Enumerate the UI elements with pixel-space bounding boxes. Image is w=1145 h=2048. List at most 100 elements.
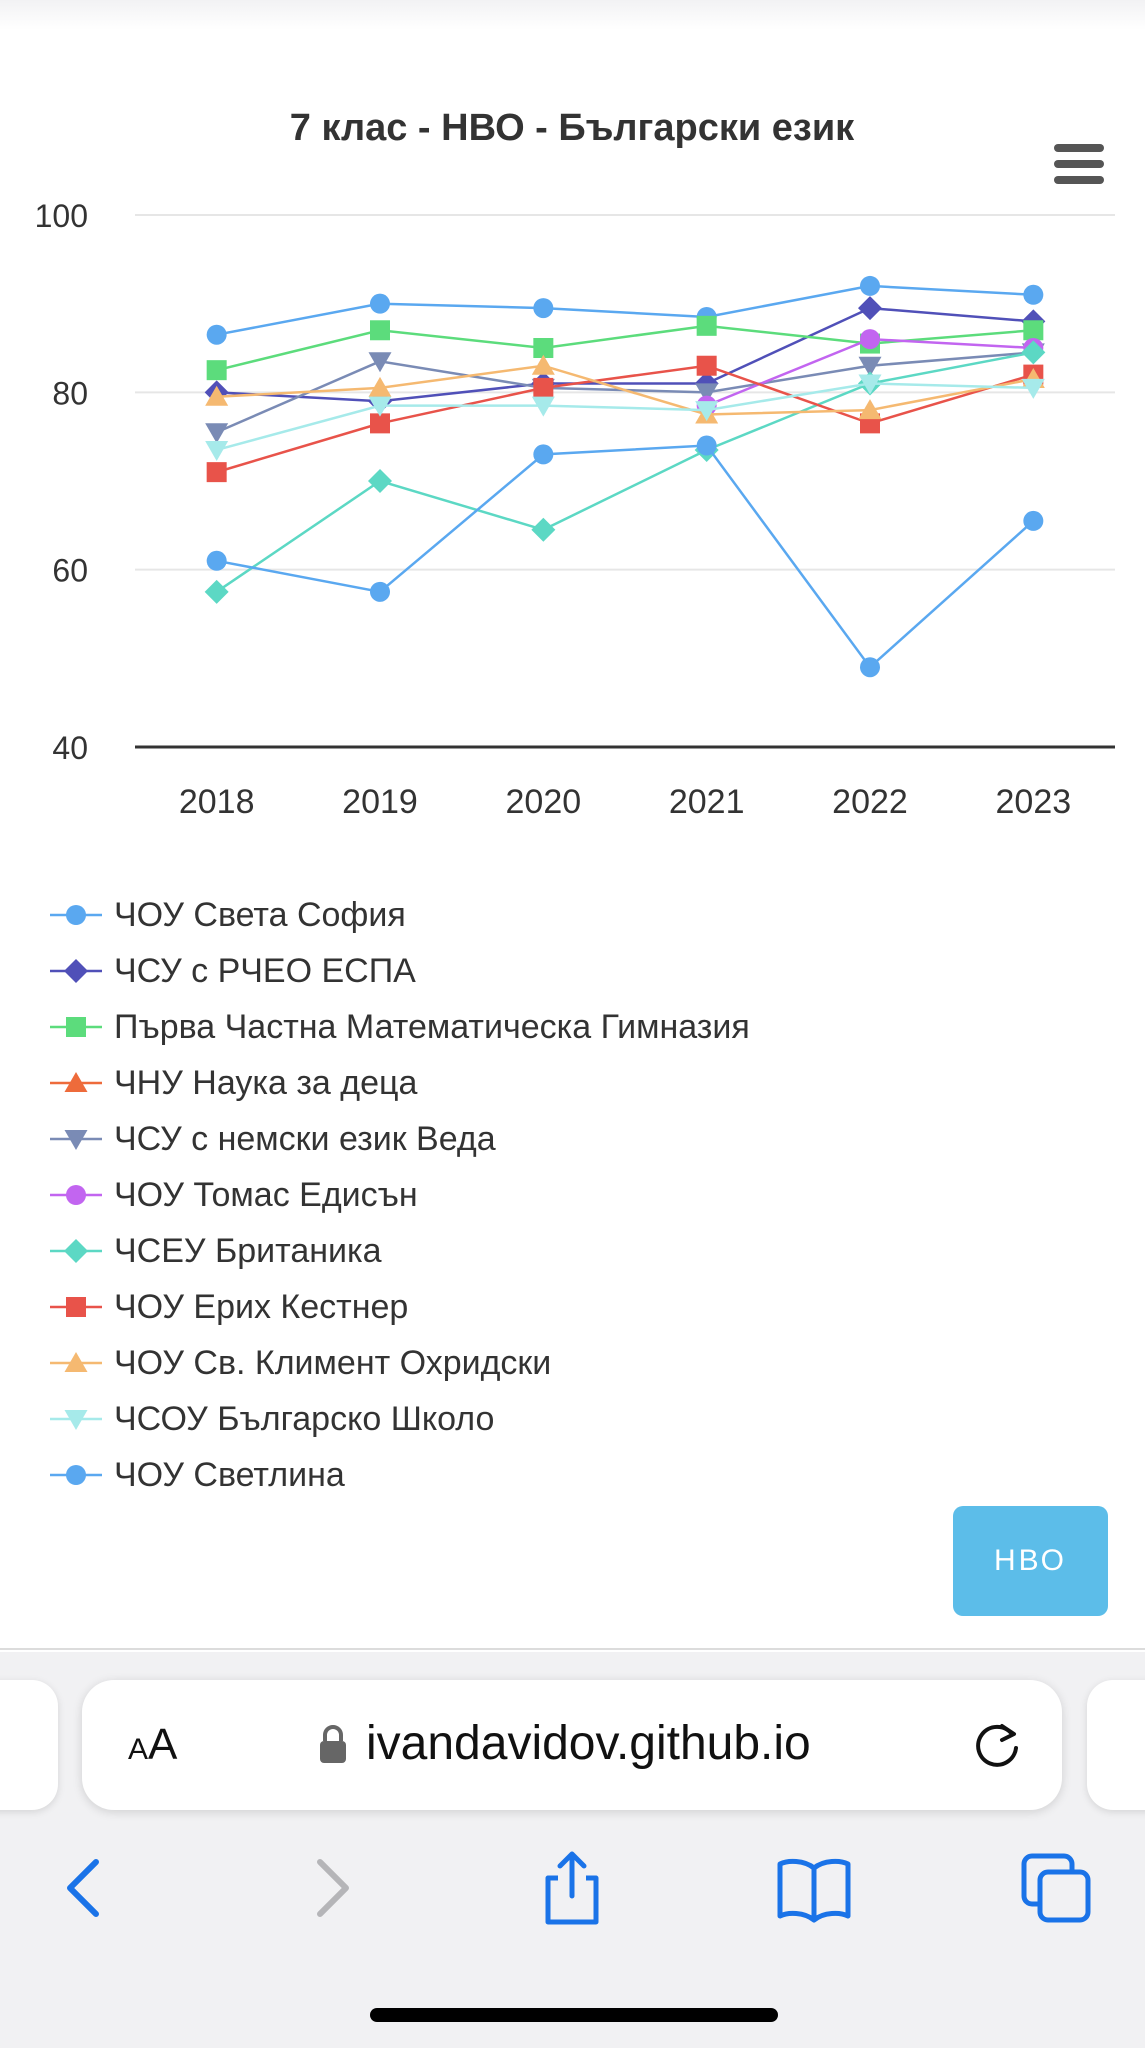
- legend-symbol-icon: [50, 1352, 102, 1372]
- data-point: [64, 1410, 88, 1430]
- legend-symbol-icon: [50, 1130, 102, 1150]
- legend-item[interactable]: ЧСЕУ Британика: [50, 1223, 1050, 1279]
- series-ЧСОУ Българско Школо: [205, 374, 1045, 461]
- legend-label: ЧОУ Света София: [114, 895, 406, 934]
- x-tick-label: 2021: [669, 783, 745, 821]
- data-point: [533, 377, 554, 398]
- data-point: [860, 329, 880, 350]
- series-ЧОУ Св. Климент Охридски: [205, 354, 1045, 424]
- previous-tab-card[interactable]: [0, 1680, 58, 1810]
- legend-item[interactable]: ЧОУ Света София: [50, 887, 1050, 943]
- legend-item[interactable]: ЧОУ Св. Климент Охридски: [50, 1335, 1050, 1391]
- data-point: [531, 396, 555, 417]
- url-text[interactable]: ivandavidov.github.io: [366, 1717, 811, 1770]
- legend-item[interactable]: ЧОУ Светлина: [50, 1447, 1050, 1503]
- tabs-icon[interactable]: [1016, 1848, 1096, 1928]
- y-tick-label: 60: [52, 553, 88, 589]
- series-line: [215, 351, 1034, 593]
- data-point: [370, 581, 390, 602]
- next-tab-card[interactable]: [1087, 1680, 1145, 1810]
- legend-item[interactable]: ЧСОУ Българско Школо: [50, 1391, 1050, 1447]
- chart-menu-icon[interactable]: [1048, 140, 1110, 188]
- y-tick-label: 40: [52, 730, 88, 766]
- series-ЧОУ Света София: [206, 275, 1044, 345]
- data-point: [695, 383, 719, 404]
- data-point: [64, 959, 88, 983]
- data-point: [860, 275, 880, 296]
- legend-symbol-icon: [50, 1017, 102, 1037]
- legend-symbol-icon: [50, 905, 102, 925]
- legend-item[interactable]: ЧСУ с РЧЕО ЕСПА: [50, 943, 1050, 999]
- series-Първа Частна Математическа Гимназия: [206, 315, 1044, 381]
- legend-symbol-icon: [50, 1410, 102, 1430]
- legend-label: ЧСУ с немски език Веда: [114, 1119, 496, 1158]
- x-tick-label: 2022: [832, 783, 908, 821]
- legend-label: ЧСУ с РЧЕО ЕСПА: [114, 951, 416, 990]
- line-chart: 7 клас - НВО - Български език 40 60 80 100 20…: [0, 80, 1145, 860]
- data-point: [531, 354, 555, 375]
- legend-item[interactable]: Първа Частна Математическа Гимназия: [50, 999, 1050, 1055]
- data-point: [533, 338, 554, 358]
- legend-item[interactable]: ЧОУ Томас Едисън: [50, 1167, 1050, 1223]
- data-point: [64, 1072, 88, 1092]
- reload-icon[interactable]: [972, 1720, 1024, 1772]
- data-point: [368, 469, 392, 493]
- page-divider: [0, 1648, 1145, 1650]
- series-line: [216, 444, 1035, 670]
- data-point: [858, 356, 882, 377]
- legend-symbol-icon: [50, 1072, 102, 1092]
- data-point: [205, 385, 229, 406]
- data-point: [858, 296, 882, 321]
- data-point: [533, 444, 554, 465]
- x-tick-label: 2020: [506, 783, 582, 821]
- data-point: [1023, 320, 1044, 341]
- legend-label: ЧОУ Томас Едисън: [114, 1175, 418, 1214]
- data-point: [695, 401, 719, 422]
- data-point: [66, 1465, 86, 1485]
- data-point: [66, 1297, 86, 1317]
- data-point: [66, 905, 86, 925]
- legend-symbol-icon: [50, 1465, 102, 1485]
- legend-label: ЧОУ Св. Климент Охридски: [114, 1343, 552, 1382]
- y-tick-label: 80: [52, 375, 88, 411]
- status-bar-shade: [0, 0, 1145, 30]
- text-size-button[interactable]: AA: [128, 1720, 177, 1770]
- legend-item[interactable]: ЧОУ Ерих Кестнер: [50, 1279, 1050, 1335]
- x-tick-label: 2019: [342, 783, 418, 821]
- text-size-big-glyph: A: [148, 1720, 178, 1769]
- data-point: [64, 1239, 88, 1263]
- y-tick-label: 100: [35, 198, 88, 234]
- legend-item[interactable]: ЧСУ с немски език Веда: [50, 1111, 1050, 1167]
- back-icon[interactable]: [44, 1848, 124, 1928]
- data-point: [370, 413, 390, 434]
- data-point: [206, 324, 227, 345]
- data-point: [1023, 284, 1044, 305]
- data-point: [858, 399, 882, 420]
- data-point: [205, 440, 229, 461]
- share-icon[interactable]: [532, 1848, 612, 1928]
- forward-icon[interactable]: [292, 1848, 372, 1928]
- legend-label: Първа Частна Математическа Гимназия: [114, 1007, 750, 1046]
- data-point: [206, 462, 227, 483]
- home-indicator: [370, 2008, 778, 2022]
- data-point: [368, 376, 392, 397]
- series-line: [216, 382, 1034, 452]
- data-point: [205, 423, 229, 444]
- bookmarks-icon[interactable]: [774, 1848, 854, 1928]
- legend-label: ЧОУ Ерих Кестнер: [114, 1287, 409, 1326]
- legend-item[interactable]: ЧНУ Наука за деца: [50, 1055, 1050, 1111]
- series-ЧСЕУ Британика: [204, 340, 1046, 604]
- x-tick-label: 2023: [996, 783, 1072, 821]
- address-bar[interactable]: AA ivandavidov.github.io: [82, 1680, 1062, 1810]
- data-point: [696, 315, 717, 336]
- chart-canvas: 7 клас - НВО - Български език 40 60 80 100 20…: [35, 107, 1115, 821]
- data-point: [368, 396, 392, 417]
- chart-legend: ЧОУ Света София ЧСУ с РЧЕО ЕСПА Първа Част…: [50, 887, 1050, 1503]
- lock-icon: [320, 1725, 346, 1763]
- series-ЧОУ Светлина: [206, 435, 1044, 678]
- legend-symbol-icon: [50, 1239, 102, 1263]
- nvo-button[interactable]: НВО: [953, 1506, 1108, 1616]
- series-line: [216, 364, 1034, 474]
- series-line: [216, 364, 1034, 416]
- data-point: [206, 360, 227, 381]
